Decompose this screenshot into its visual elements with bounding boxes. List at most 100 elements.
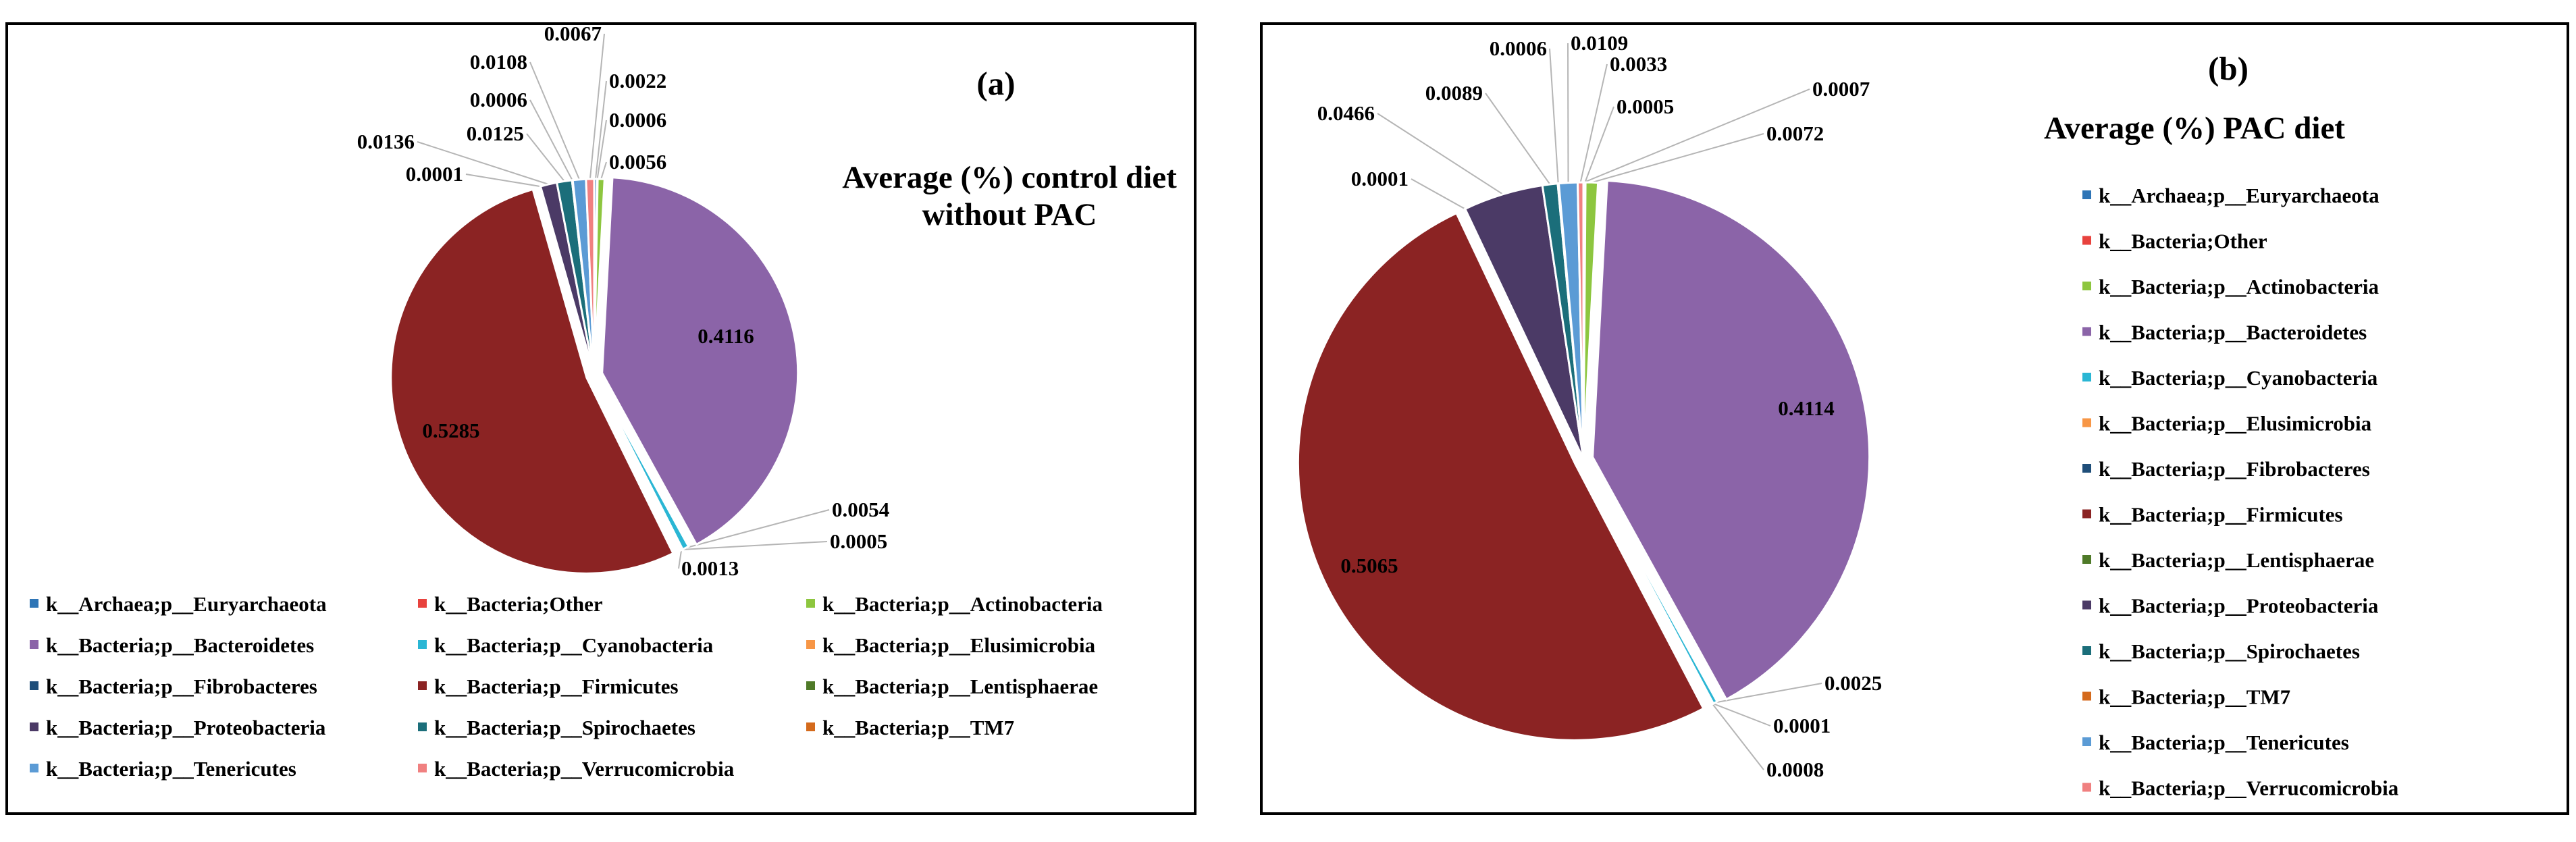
pie-b-leader-line — [1712, 703, 1771, 727]
legend-b-label: k__Archaea;p__Euryarchaeota — [2099, 184, 2380, 207]
pie-a-leader-line — [600, 161, 607, 180]
legend-b-swatch — [2082, 691, 2091, 701]
pie-b-leader-line — [1567, 43, 1569, 183]
legend-b-label: k__Bacteria;p__Cyanobacteria — [2099, 366, 2378, 390]
legend-a-swatch — [418, 640, 427, 649]
pie-a-leader-lines — [417, 33, 830, 569]
legend-a-item-bacteria-bacteroidetes: k__Bacteria;p__Bacteroidetes — [30, 633, 314, 657]
pie-b-value-label: 0.0025 — [1824, 671, 1882, 695]
pie-b-value-label: 0.0466 — [1317, 101, 1375, 125]
panel-a: (a) Average (%) control diet without PAC… — [5, 22, 1197, 815]
pie-a-value-label: 0.5285 — [422, 419, 479, 442]
pie-b-leader-line — [1592, 133, 1764, 184]
legend-a-swatch — [418, 681, 427, 690]
legend-b-swatch — [2082, 418, 2091, 427]
legend-b-swatch — [2082, 600, 2091, 610]
pie-a-value-label: 0.0067 — [544, 22, 602, 45]
legend-a-label: k__Bacteria;p__TM7 — [822, 716, 1014, 739]
legend-a-label: k__Bacteria;p__Cyanobacteria — [434, 633, 714, 657]
legend-a-label: k__Bacteria;p__Fibrobacteres — [46, 675, 317, 698]
legend-b-item-bacteria-bacteroidetes: k__Bacteria;p__Bacteroidetes — [2082, 321, 2367, 344]
pie-a-value-label: 0.0001 — [406, 162, 463, 186]
pie-a-leader-line — [529, 61, 580, 180]
pie-b-leader-line — [1411, 178, 1466, 210]
legend-b-swatch — [2082, 464, 2091, 473]
legend-a-item-bacteria-tm7: k__Bacteria;p__TM7 — [806, 716, 1014, 739]
pie-b-value-label: 0.0007 — [1812, 77, 1870, 101]
pie-a-value-label: 0.0108 — [470, 50, 527, 74]
pie-b-leader-line — [1715, 683, 1822, 704]
pie-b-value-label: 0.0005 — [1616, 95, 1674, 118]
panel-a-title-line1: Average (%) control diet — [842, 160, 1177, 195]
legend-b-item-bacteria-actinobacteria: k__Bacteria;p__Actinobacteria — [2082, 275, 2379, 298]
pie-a-value-label: 0.0006 — [470, 88, 527, 111]
legend-a-item-bacteria-tenericutes: k__Bacteria;p__Tenericutes — [30, 757, 296, 781]
pie-a-value-label: 0.0013 — [681, 556, 739, 580]
pie-a-slice-bacteria-actinobacteria — [593, 178, 606, 375]
legend-b-label: k__Bacteria;p__Verrucomicrobia — [2099, 777, 2399, 800]
legend-b-item-bacteria-fibrobacteres: k__Bacteria;p__Fibrobacteres — [2082, 457, 2370, 481]
pie-a-leader-line — [589, 33, 605, 180]
panel-a-title-line2: without PAC — [922, 197, 1097, 232]
legend-a-swatch — [418, 722, 427, 731]
legend-a-swatch — [30, 640, 38, 649]
pie-a-leader-line — [526, 133, 565, 182]
pie-a-leader-line — [682, 541, 828, 550]
legend-b-label: k__Bacteria;Other — [2099, 230, 2267, 253]
legend-a-item-bacteria-proteobacteria: k__Bacteria;p__Proteobacteria — [30, 716, 326, 739]
pie-b-value-label: 0.4114 — [1778, 396, 1835, 420]
pie-b-leader-lines — [1377, 43, 1822, 770]
pie-a-leader-line — [465, 174, 541, 188]
legend-b-label: k__Bacteria;p__Tenericutes — [2099, 731, 2349, 754]
legend-a-swatch — [30, 764, 38, 772]
legend-a-label: k__Bacteria;p__Tenericutes — [46, 757, 296, 781]
legend-b-label: k__Bacteria;p__Elusimicrobia — [2099, 412, 2372, 436]
legend-b-swatch — [2082, 509, 2091, 519]
pie-b-leader-line — [1584, 106, 1614, 183]
legend-b-swatch — [2082, 373, 2091, 381]
legend-a-swatch — [30, 599, 38, 608]
legend-a-swatch — [418, 764, 427, 772]
legend-a-item-bacteria-elusimicrobia: k__Bacteria;p__Elusimicrobia — [806, 633, 1096, 657]
pie-a-leader-line — [595, 80, 607, 180]
legend-b-swatch — [2082, 737, 2091, 746]
pie-a-labels: 0.0022 0.0006 0.0056 0.4116 0.0054 0.0005 0.00… — [357, 22, 890, 580]
legend-a-label: k__Bacteria;p__Actinobacteria — [822, 592, 1103, 616]
legend-b-item-bacteria-elusimicrobia: k__Bacteria;p__Elusimicrobia — [2082, 412, 2372, 436]
pie-b-leader-line — [1579, 63, 1608, 183]
legend-b-item-bacteria-lentisphaerae: k__Bacteria;p__Lentisphaerae — [2082, 548, 2374, 572]
legend-a-swatch — [806, 599, 815, 608]
legend-a-swatch — [30, 681, 38, 690]
pie-b-slice-bacteria-actinobacteria — [1582, 181, 1600, 460]
pie-a-leader-line — [596, 120, 607, 180]
pie-a — [390, 176, 799, 575]
legend-b-label: k__Bacteria;p__Spirochaetes — [2099, 639, 2360, 663]
legend-a-item-bacteria-verrucomicrobia: k__Bacteria;p__Verrucomicrobia — [418, 757, 735, 781]
legend-b-swatch — [2082, 327, 2091, 336]
legend-a-label: k__Bacteria;p__Elusimicrobia — [822, 633, 1096, 657]
pie-a-leader-line — [417, 141, 549, 185]
legend-a-label: k__Bacteria;p__Spirochaetes — [434, 716, 695, 739]
legend-a-label: k__Bacteria;p__Lentisphaerae — [822, 675, 1098, 698]
pie-b-labels: 0.0007 0.0005 0.0072 0.4114 0.0025 0.0001 0.00… — [1317, 31, 1883, 781]
pie-b-value-label: 0.0001 — [1773, 714, 1831, 737]
pie-a-leader-line — [529, 99, 573, 181]
legend-a-item-bacteria-firmicutes: k__Bacteria;p__Firmicutes — [418, 675, 679, 698]
legend-a: k__Archaea;p__Euryarchaeota k__Bacteria;O… — [30, 592, 1103, 781]
legend-a-swatch — [418, 599, 427, 608]
panel-a-tag: (a) — [976, 65, 1015, 102]
legend-b-item-bacteria-spirochaetes: k__Bacteria;p__Spirochaetes — [2082, 639, 2360, 663]
legend-b-swatch — [2082, 236, 2091, 245]
legend-b-swatch — [2082, 190, 2091, 199]
legend-a-label: k__Bacteria;p__Bacteroidetes — [46, 633, 314, 657]
pie-a-value-label: 0.0136 — [357, 130, 415, 153]
pie-b-value-label: 0.0033 — [1610, 52, 1667, 76]
legend-a-swatch — [806, 681, 815, 690]
legend-a-item-bacteria-lentisphaerae: k__Bacteria;p__Lentisphaerae — [806, 675, 1098, 698]
pie-b-leader-line — [1712, 704, 1764, 770]
pie-a-value-label: 0.0125 — [467, 122, 524, 145]
pie-a-leader-line — [685, 509, 830, 549]
legend-a-item-bacteria-actinobacteria: k__Bacteria;p__Actinobacteria — [806, 592, 1103, 616]
legend-a-label: k__Archaea;p__Euryarchaeota — [46, 592, 327, 616]
legend-b-swatch — [2082, 555, 2091, 564]
